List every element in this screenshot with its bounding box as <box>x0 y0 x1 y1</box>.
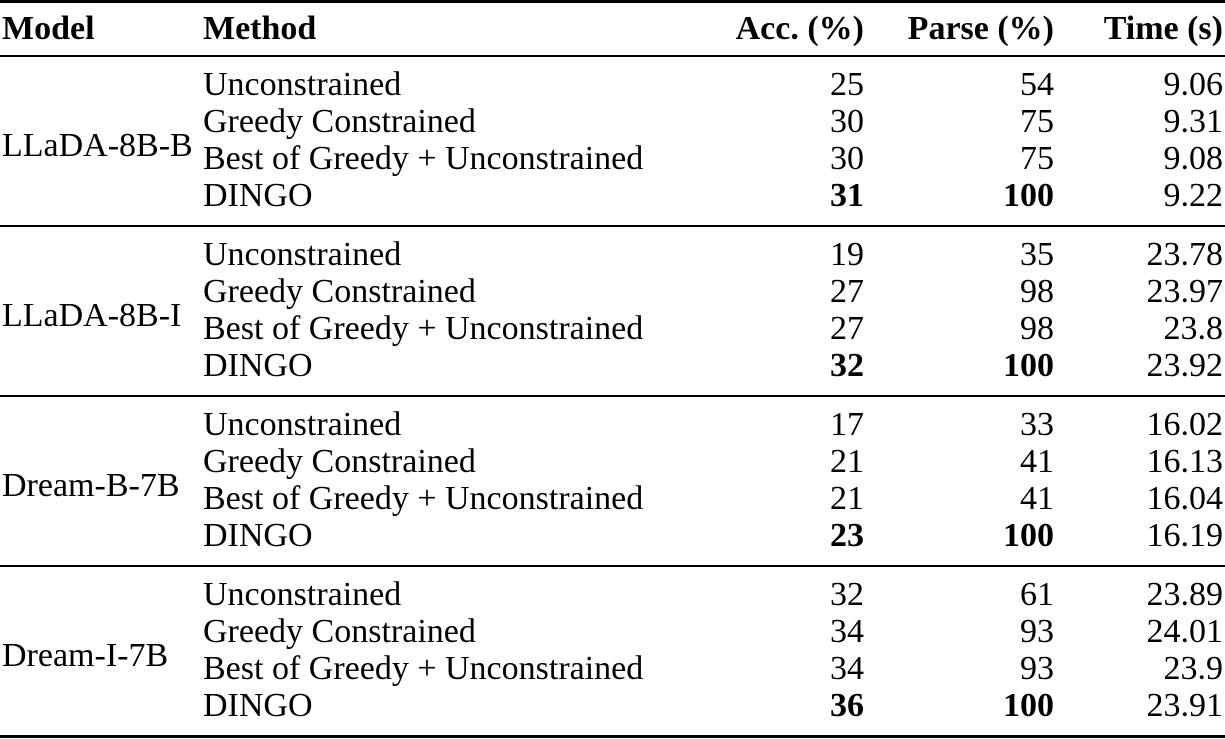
model-group-llada-8b-i: LLaDA-8B-I Unconstrained 19 35 23.78 Gre… <box>0 226 1225 396</box>
method-cell: Greedy Constrained <box>203 613 476 650</box>
model-cell: Dream-B-7B <box>2 467 180 504</box>
time-cell: 16.04 <box>1146 480 1224 517</box>
time-cell: 16.02 <box>1146 406 1224 443</box>
method-cell: DINGO <box>203 517 313 554</box>
method-cell: DINGO <box>203 347 313 384</box>
table-header: Model Method Acc. (%) Parse (%) Time (s) <box>0 2 1225 56</box>
method-cell: Best of Greedy + Unconstrained <box>203 650 644 687</box>
parse-cell: 41 <box>1020 443 1054 480</box>
model-group-dream-i-7b: Dream-I-7B Unconstrained 32 61 23.89 Gre… <box>0 566 1225 737</box>
parse-cell: 98 <box>1020 273 1054 310</box>
table-row-dingo: DINGO 36 100 23.91 <box>0 687 1225 737</box>
column-header-parse: Parse (%) <box>907 10 1054 47</box>
table-row: Greedy Constrained 27 98 23.97 <box>0 273 1225 310</box>
time-cell: 23.8 <box>1163 310 1224 347</box>
method-cell: Best of Greedy + Unconstrained <box>203 480 644 517</box>
method-cell: Unconstrained <box>203 406 402 443</box>
method-cell: Greedy Constrained <box>203 443 476 480</box>
acc-cell: 25 <box>830 66 864 103</box>
method-cell: Unconstrained <box>203 66 402 103</box>
model-cell: Dream-I-7B <box>2 637 169 674</box>
acc-cell: 19 <box>830 236 864 273</box>
table-row: Greedy Constrained 34 93 24.01 <box>0 613 1225 650</box>
time-cell: 23.91 <box>1146 687 1224 724</box>
column-header-time: Time (s) <box>1103 10 1223 47</box>
acc-cell: 32 <box>830 576 864 613</box>
table-row: Dream-I-7B Unconstrained 32 61 23.89 <box>0 566 1225 674</box>
time-cell: 23.97 <box>1146 273 1224 310</box>
time-cell: 9.22 <box>1163 177 1224 214</box>
acc-cell-best: 23 <box>830 517 864 554</box>
table-row: Best of Greedy + Unconstrained 30 75 9.0… <box>0 140 1225 177</box>
table-row: Best of Greedy + Unconstrained 34 93 23.… <box>0 650 1225 687</box>
acc-cell: 17 <box>830 406 864 443</box>
parse-cell: 54 <box>1020 66 1054 103</box>
table-row: LLaDA-8B-I Unconstrained 19 35 23.78 <box>0 226 1225 334</box>
method-cell: Best of Greedy + Unconstrained <box>203 310 644 347</box>
table-row: Greedy Constrained 21 41 16.13 <box>0 443 1225 480</box>
method-cell: Unconstrained <box>203 236 402 273</box>
parse-cell: 41 <box>1020 480 1054 517</box>
parse-cell: 75 <box>1020 103 1054 140</box>
acc-cell: 34 <box>830 650 864 687</box>
method-cell: Best of Greedy + Unconstrained <box>203 140 644 177</box>
parse-cell: 75 <box>1020 140 1054 177</box>
table-row-dingo: DINGO 32 100 23.92 <box>0 347 1225 396</box>
acc-cell: 27 <box>830 310 864 347</box>
table-row: Dream-B-7B Unconstrained 17 33 16.02 <box>0 396 1225 504</box>
parse-cell: 61 <box>1020 576 1054 613</box>
table-row: Greedy Constrained 30 75 9.31 <box>0 103 1225 140</box>
time-cell: 23.9 <box>1163 650 1224 687</box>
parse-cell: 98 <box>1020 310 1054 347</box>
acc-cell-best: 32 <box>830 347 864 384</box>
parse-cell-best: 100 <box>1003 517 1054 554</box>
table-row: Best of Greedy + Unconstrained 27 98 23.… <box>0 310 1225 347</box>
column-header-acc: Acc. (%) <box>735 10 864 47</box>
time-cell: 23.78 <box>1146 236 1224 273</box>
time-cell: 23.92 <box>1146 347 1224 384</box>
table-row-dingo: DINGO 23 100 16.19 <box>0 517 1225 566</box>
time-cell: 23.89 <box>1146 576 1224 613</box>
parse-cell: 93 <box>1020 613 1054 650</box>
acc-cell: 30 <box>830 103 864 140</box>
parse-cell: 93 <box>1020 650 1054 687</box>
time-cell: 16.19 <box>1146 517 1224 554</box>
method-cell: Greedy Constrained <box>203 273 476 310</box>
column-header-model: Model <box>2 10 95 47</box>
model-cell: LLaDA-8B-I <box>2 297 182 334</box>
method-cell: Unconstrained <box>203 576 402 613</box>
parse-cell: 35 <box>1020 236 1054 273</box>
acc-cell-best: 36 <box>830 687 864 724</box>
acc-cell: 34 <box>830 613 864 650</box>
time-cell: 9.31 <box>1163 103 1224 140</box>
acc-cell: 21 <box>830 480 864 517</box>
time-cell: 16.13 <box>1146 443 1224 480</box>
parse-cell: 33 <box>1020 406 1054 443</box>
table-row-dingo: DINGO 31 100 9.22 <box>0 177 1225 226</box>
time-cell: 24.01 <box>1146 613 1224 650</box>
parse-cell-best: 100 <box>1003 177 1054 214</box>
acc-cell: 30 <box>830 140 864 177</box>
model-group-llada-8b-b: LLaDA-8B-B Unconstrained 25 54 9.06 Gree… <box>0 56 1225 226</box>
model-cell: LLaDA-8B-B <box>2 127 193 164</box>
method-cell: DINGO <box>203 687 313 724</box>
column-header-method: Method <box>203 10 317 47</box>
time-cell: 9.08 <box>1163 140 1224 177</box>
acc-cell-best: 31 <box>830 177 864 214</box>
time-cell: 9.06 <box>1163 66 1224 103</box>
model-group-dream-b-7b: Dream-B-7B Unconstrained 17 33 16.02 Gre… <box>0 396 1225 566</box>
table-row: LLaDA-8B-B Unconstrained 25 54 9.06 <box>0 56 1225 164</box>
table-row: Best of Greedy + Unconstrained 21 41 16.… <box>0 480 1225 517</box>
parse-cell-best: 100 <box>1003 687 1054 724</box>
header-row: Model Method Acc. (%) Parse (%) Time (s) <box>0 2 1225 56</box>
parse-cell-best: 100 <box>1003 347 1054 384</box>
method-cell: DINGO <box>203 177 313 214</box>
acc-cell: 21 <box>830 443 864 480</box>
method-cell: Greedy Constrained <box>203 103 476 140</box>
acc-cell: 27 <box>830 273 864 310</box>
